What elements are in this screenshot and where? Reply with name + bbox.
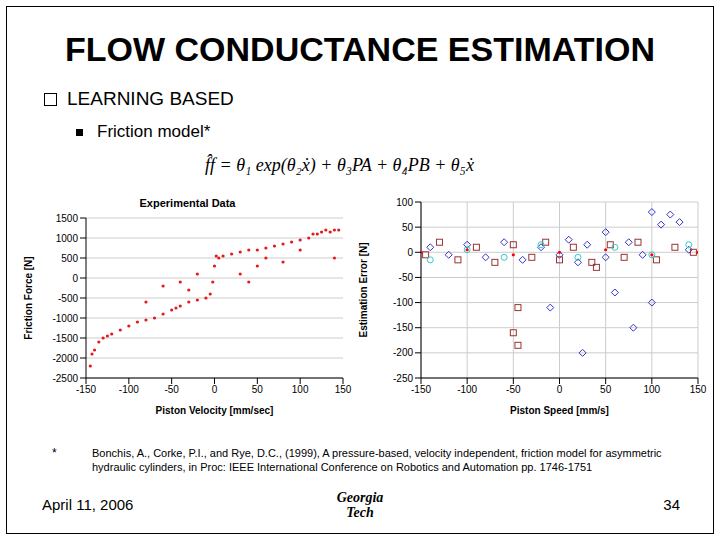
html-text:FLOW CONDUCTANCE ESTIMATION: FLOW CONDUCTANCE ESTIMATION — [65, 30, 655, 68]
svg-text:500: 500 — [61, 253, 78, 264]
html-text:Tech: Tech — [346, 505, 374, 520]
svg-text:1000: 1000 — [56, 233, 79, 244]
svg-text:-50: -50 — [506, 384, 521, 395]
svg-text:0: 0 — [557, 384, 563, 395]
svg-text:-1500: -1500 — [52, 333, 78, 344]
svg-text:-2000: -2000 — [52, 353, 78, 364]
svg-text:-150: -150 — [411, 384, 431, 395]
svg-text:Friction Force [N]: Friction Force [N] — [23, 256, 34, 339]
svg-text:-200: -200 — [393, 347, 413, 358]
svg-text:-150: -150 — [393, 322, 413, 333]
svg-text:150: 150 — [690, 384, 707, 395]
svg-text:Estimation Error [N]: Estimation Error [N] — [358, 242, 369, 337]
svg-text:100: 100 — [643, 384, 660, 395]
svg-text:0: 0 — [407, 247, 413, 258]
svg-text:-50: -50 — [164, 384, 179, 395]
svg-text:150: 150 — [335, 384, 352, 395]
svg-text:-2500: -2500 — [52, 373, 78, 384]
svg-text:-1000: -1000 — [52, 313, 78, 324]
html-text:LEARNING BASED: LEARNING BASED — [67, 88, 234, 109]
svg-text:-100: -100 — [457, 384, 477, 395]
svg-text:-100: -100 — [393, 297, 413, 308]
html-text:34: 34 — [663, 496, 680, 513]
html-text:Friction model*: Friction model* — [97, 122, 211, 141]
svg-text:100: 100 — [396, 197, 413, 208]
svg-text:-250: -250 — [393, 373, 413, 384]
svg-text:Piston Velocity [mm/sec]: Piston Velocity [mm/sec] — [156, 405, 274, 416]
svg-text:0: 0 — [72, 273, 78, 284]
svg-text:50: 50 — [402, 222, 414, 233]
svg-text:Piston Speed [mm/s]: Piston Speed [mm/s] — [510, 405, 609, 416]
html-text:Experimental Data: Experimental Data — [139, 197, 236, 209]
svg-text:-100: -100 — [119, 384, 139, 395]
svg-text:50: 50 — [600, 384, 612, 395]
svg-text:0: 0 — [212, 384, 218, 395]
html-text:April 11, 2006: April 11, 2006 — [42, 496, 134, 513]
svg-text:1500: 1500 — [56, 213, 79, 224]
svg-text:-500: -500 — [58, 293, 78, 304]
html-text:Georgia: Georgia — [336, 490, 384, 505]
html-text:f̂f = θ₁ exp(θ₂ẋ) + θ₃PA + θ₄P: f̂f = θ₁ exp(θ₂ẋ) + θ₃PA + θ₄PB + θ₅ẋ — [205, 155, 474, 175]
svg-text:50: 50 — [252, 384, 264, 395]
svg-text:100: 100 — [292, 384, 309, 395]
html-text:Bonchis, A., Corke, P.I., and: Bonchis, A., Corke, P.I., and Rye, D.C.,… — [92, 447, 662, 473]
svg-text:-50: -50 — [399, 272, 414, 283]
svg-text:-150: -150 — [76, 384, 96, 395]
